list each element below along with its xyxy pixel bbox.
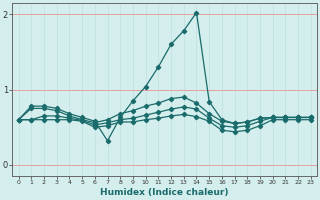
X-axis label: Humidex (Indice chaleur): Humidex (Indice chaleur) [100,188,229,197]
